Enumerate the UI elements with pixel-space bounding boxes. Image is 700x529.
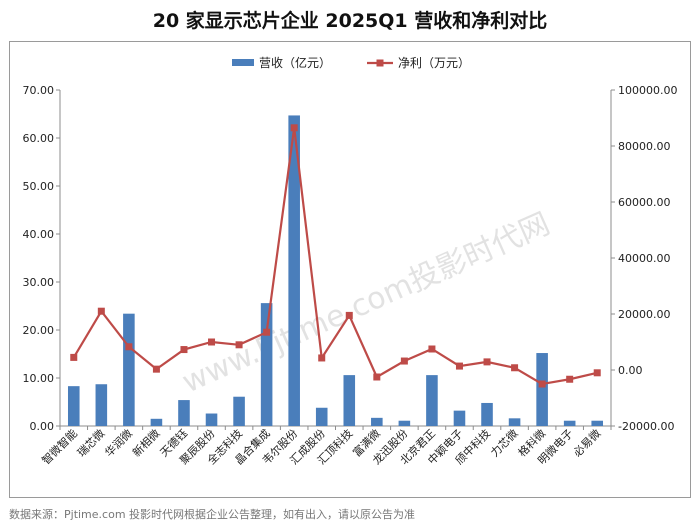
revenue-bar — [563, 420, 576, 426]
y-right-tick-label: 20000.00 — [618, 308, 671, 321]
profit-marker — [455, 362, 463, 370]
y-left-tick-label: 50.00 — [23, 180, 55, 193]
profit-marker — [593, 369, 601, 377]
profit-marker — [511, 364, 519, 372]
category-label: 华润微 — [102, 426, 135, 459]
revenue-bar — [591, 420, 604, 426]
revenue-bar — [260, 303, 273, 426]
profit-marker — [428, 345, 436, 353]
profit-marker — [180, 346, 188, 354]
chart-area: www.Pjtime.com投影时代网 营收（亿元） 净利（万元） 0.00 10.… — [9, 41, 691, 498]
profit-marker — [70, 353, 78, 361]
y-left-tick-label: 0.00 — [30, 420, 55, 433]
y-right-tick-label: 100000.00 — [618, 84, 678, 97]
category-label: 必易微 — [570, 426, 603, 459]
revenue-bar — [123, 313, 135, 426]
y-left-tick-label: 30.00 — [23, 276, 55, 289]
y-left-tick-label: 40.00 — [23, 228, 55, 241]
revenue-bars — [67, 115, 604, 426]
revenue-bar — [178, 400, 190, 426]
y-right-tick-label: 80000.00 — [618, 140, 671, 153]
profit-marker — [152, 365, 160, 373]
revenue-bar — [233, 396, 245, 426]
axes: 0.00 10.00 20.00 30.00 40.00 50.00 60.00 70.00 -… — [23, 84, 678, 433]
legend-swatch-profit-marker — [376, 59, 384, 67]
profit-marker — [345, 311, 353, 319]
revenue-bar — [426, 375, 438, 426]
y-left-tick-label: 70.00 — [23, 84, 55, 97]
category-label: 新相微 — [129, 426, 162, 459]
revenue-bar — [95, 384, 108, 426]
revenue-bar — [481, 402, 493, 426]
y-left-tick-label: 60.00 — [23, 132, 55, 145]
profit-marker — [125, 343, 133, 351]
legend-label-revenue: 营收（亿元） — [259, 55, 331, 70]
profit-line-path — [72, 127, 598, 386]
category-labels: 智微智能瑞芯微华润微新相微天德钰聚辰股份全志科技晶合集成韦尔股份汇成股份汇顶科技… — [39, 426, 603, 467]
revenue-bar — [205, 413, 218, 426]
source-note: 数据来源：Pjtime.com 投影时代网根据企业公告整理，如有出入，请以原公告… — [9, 508, 416, 521]
revenue-bar — [150, 418, 163, 426]
profit-marker — [208, 338, 216, 346]
legend-label-profit: 净利（万元） — [398, 56, 470, 70]
revenue-bar — [67, 386, 80, 426]
profit-marker — [263, 328, 271, 336]
category-label: 力芯微 — [487, 426, 520, 459]
profit-marker — [235, 341, 243, 349]
revenue-bar — [315, 407, 328, 426]
revenue-bar — [536, 353, 548, 426]
legend: 营收（亿元） 净利（万元） — [232, 55, 470, 70]
watermark-text: www.Pjtime.com投影时代网 — [177, 206, 555, 400]
profit-line — [70, 124, 601, 388]
revenue-bar — [288, 115, 300, 426]
profit-marker — [538, 380, 546, 388]
chart-title: 20 家显示芯片企业 2025Q1 营收和净利对比 — [152, 10, 548, 32]
y-right-tick-label: 60000.00 — [618, 196, 671, 209]
legend-swatch-revenue — [232, 59, 254, 66]
y-left-tick-label: 10.00 — [23, 372, 55, 385]
y-right-tick-label: 0.00 — [618, 364, 643, 377]
profit-marker — [483, 358, 491, 366]
watermark: www.Pjtime.com投影时代网 — [177, 206, 555, 400]
y-left-tick-label: 20.00 — [23, 324, 55, 337]
profit-marker — [400, 357, 408, 365]
category-label: 瑞芯微 — [74, 426, 107, 459]
revenue-bar — [508, 418, 521, 426]
revenue-bar — [343, 375, 356, 426]
y-right-tick-label: 40000.00 — [618, 252, 671, 265]
chart-svg: www.Pjtime.com投影时代网 营收（亿元） 净利（万元） 0.00 10.… — [23, 55, 678, 467]
revenue-bar — [398, 420, 411, 426]
revenue-bar — [453, 410, 466, 426]
profit-marker — [318, 354, 326, 362]
profit-marker — [373, 373, 381, 381]
profit-marker — [97, 307, 105, 315]
profit-marker — [290, 124, 298, 132]
y-right-tick-label: -20000.00 — [618, 420, 674, 433]
revenue-bar — [371, 417, 383, 426]
profit-marker — [566, 375, 574, 383]
